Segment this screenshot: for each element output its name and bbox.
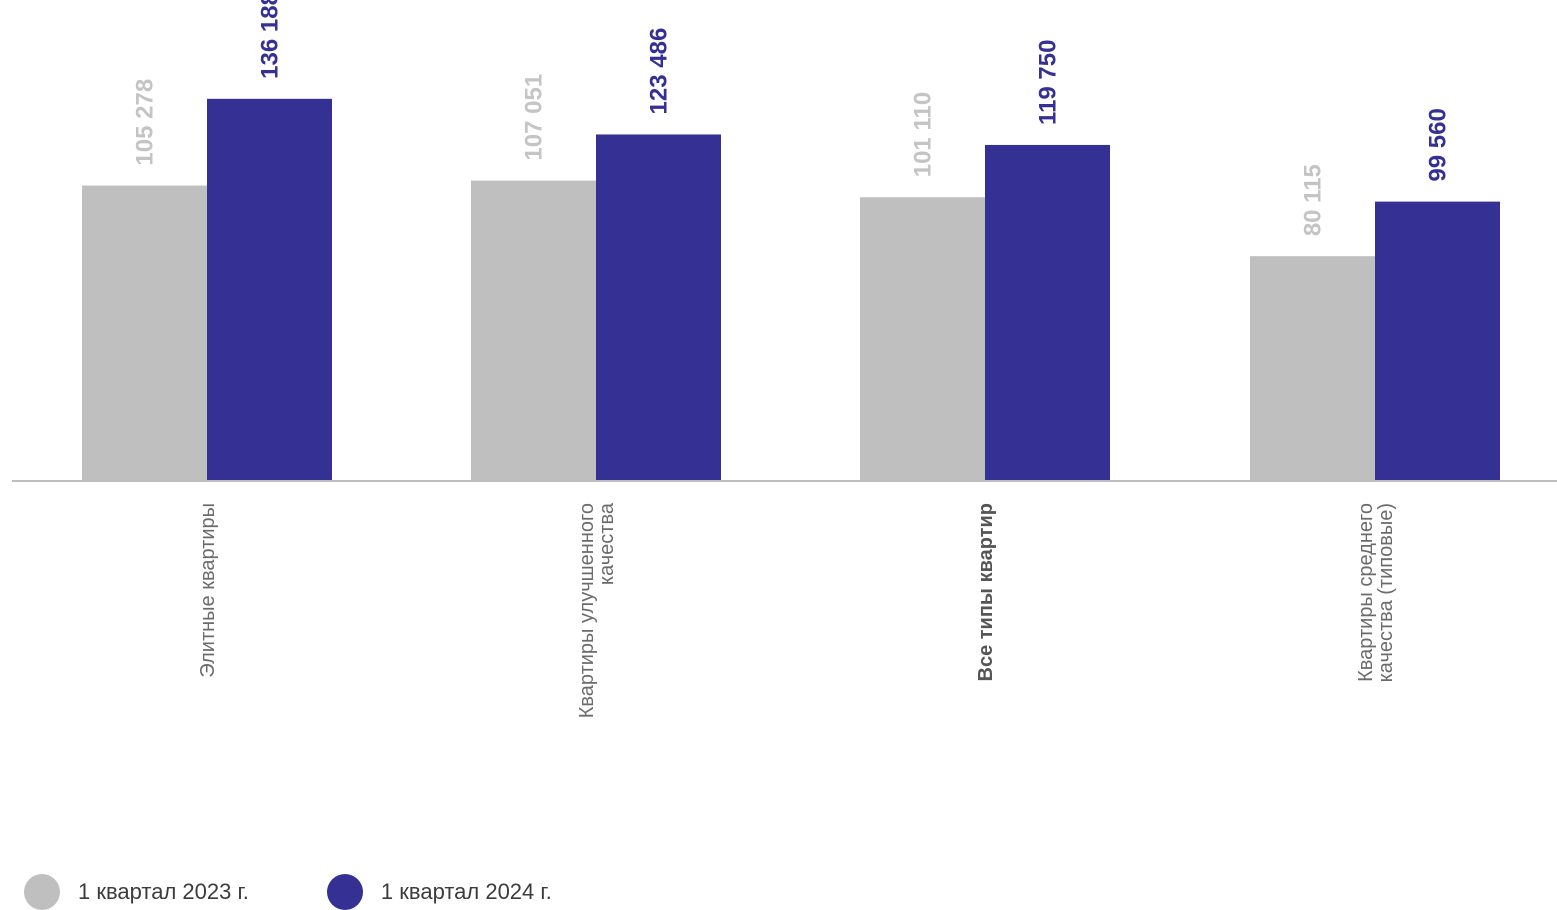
data-label-2024-2: 119 750 xyxy=(1035,40,1062,125)
data-label-2023-2: 101 110 xyxy=(910,92,937,177)
bar-2024-2 xyxy=(985,144,1110,481)
bar-2024-3 xyxy=(1375,201,1500,482)
legend: 1 квартал 2023 г. 1 квартал 2024 г. xyxy=(24,874,630,910)
bar-2023-1 xyxy=(471,180,596,481)
data-label-2024-1: 123 486 xyxy=(646,28,673,115)
legend-label-2024: 1 квартал 2024 г. xyxy=(380,879,552,904)
legend-swatch-2023 xyxy=(24,874,60,910)
legend-label-2023: 1 квартал 2023 г. xyxy=(78,879,249,904)
category-label-3-line-0: Квартиры среднего xyxy=(1355,503,1377,682)
bar-2023-2 xyxy=(860,197,985,481)
data-label-2024-3: 99 560 xyxy=(1425,108,1452,181)
legend-item-2024: 1 квартал 2024 г. xyxy=(326,874,552,910)
legend-swatch-2024 xyxy=(326,874,363,910)
legend-item-2023: 1 квартал 2023 г. xyxy=(24,874,249,910)
category-label-3-line-1: качества (типовые) xyxy=(1375,503,1397,682)
bar-2023-3 xyxy=(1250,256,1375,481)
category-label-2: Все типы квартир xyxy=(975,503,997,681)
bar-2024-1 xyxy=(596,134,721,481)
category-label-1-line-1: качества xyxy=(596,502,618,585)
bar-chart: 105 278 136 188 107 051 123 486 101 110 119 7… xyxy=(12,0,1557,718)
category-label-1-line-0: Квартиры улучшенного xyxy=(576,503,598,718)
data-label-2023-1: 107 051 xyxy=(521,74,548,161)
category-label-0: Элитные квартиры xyxy=(197,503,219,678)
data-label-2023-0: 105 278 xyxy=(132,79,159,166)
bar-2023-0 xyxy=(82,185,207,482)
bar-2024-0 xyxy=(207,98,332,482)
data-label-2024-0: 136 188 xyxy=(257,0,284,79)
data-label-2023-3: 80 115 xyxy=(1300,164,1327,236)
